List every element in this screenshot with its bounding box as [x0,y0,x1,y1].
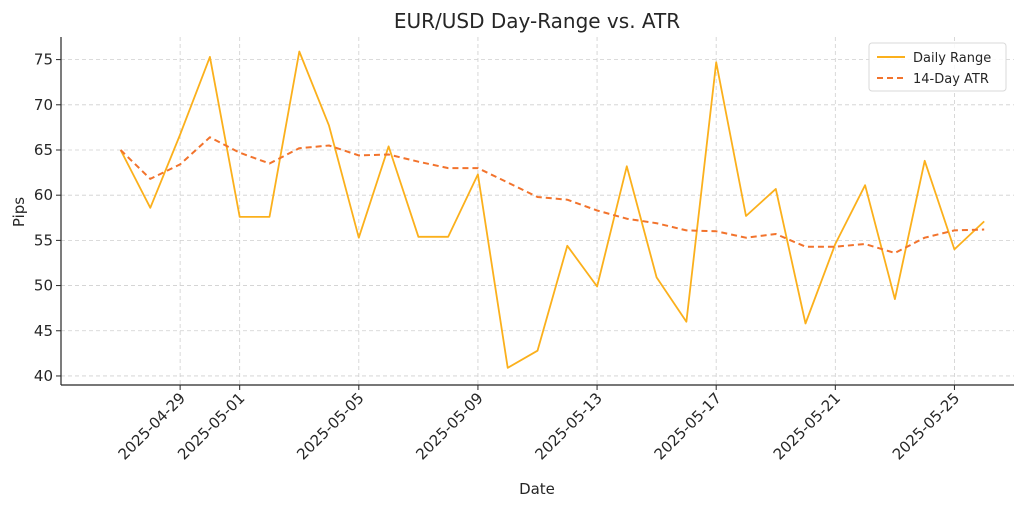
y-tick-label: 75 [34,51,53,69]
chart-title: EUR/USD Day-Range vs. ATR [394,9,680,33]
legend-box [868,42,1007,92]
x-tick-label: 2025-05-05 [293,389,367,463]
grid-lines [61,37,1014,385]
x-tick-label: 2025-05-13 [532,389,606,463]
x-axis-label: Date [519,480,555,498]
y-tick-label: 45 [34,322,53,340]
y-tick-label: 50 [34,277,53,295]
axes-spines [60,37,1014,386]
series-layer [119,50,985,369]
x-tick-label: 2025-05-21 [770,389,844,463]
y-tick-label: 65 [34,141,53,159]
x-tick-label: 2025-05-25 [889,389,963,463]
y-axis-label: Pips [10,197,28,227]
x-tick-label: 2025-05-17 [651,389,725,463]
y-tick-label: 60 [34,186,53,204]
y-axis-ticks: 40 45 50 55 60 65 70 75 [34,51,61,385]
y-tick-label: 40 [34,367,53,385]
x-tick-label: 2025-05-09 [412,389,486,463]
y-tick-label: 70 [34,96,53,114]
legend-label: 14-Day ATR [913,72,989,87]
legend-label: Daily Range [913,51,991,66]
y-tick-label: 55 [34,231,53,249]
legend: Daily Range 14-Day ATR [868,42,1007,92]
series-line-daily-range [119,50,985,369]
series-line-atr [119,136,985,254]
